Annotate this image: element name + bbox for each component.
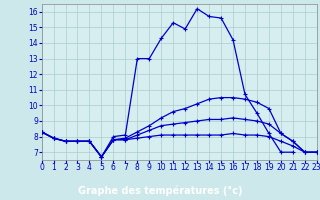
Text: Graphe des températures (°c): Graphe des températures (°c) [78, 185, 242, 196]
